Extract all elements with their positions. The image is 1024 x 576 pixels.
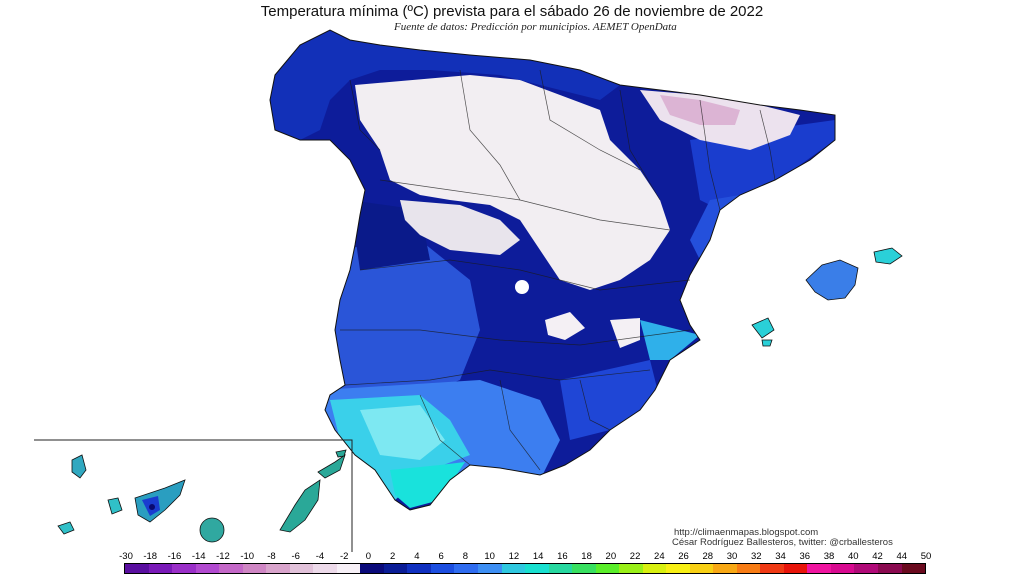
scale-swatch [642, 564, 667, 573]
scale-tick-label: -14 [191, 551, 206, 562]
balearic-islands [751, 247, 903, 347]
scale-tick-label: 44 [896, 551, 908, 562]
scale-swatch [172, 564, 196, 573]
scale-tick-label: -30 [119, 551, 133, 562]
scale-tick-label: 24 [654, 551, 665, 562]
credit-author: César Rodríguez Ballesteros, twitter: @c… [672, 537, 893, 548]
scale-swatch [289, 564, 314, 573]
scale-swatch [878, 564, 902, 573]
scale-swatch [242, 564, 267, 573]
scale-swatch [336, 564, 361, 573]
scale-swatch [713, 564, 737, 573]
scale-swatch [572, 564, 596, 573]
scale-swatch [454, 564, 478, 573]
scale-tick-label: 10 [484, 551, 495, 562]
scale-tick-label: -2 [339, 551, 349, 562]
scale-tick-label: 36 [799, 551, 811, 562]
scale-swatch [219, 564, 243, 573]
scale-tick-label: -6 [291, 551, 300, 562]
credit-url: http://climaenmapas.blogspot.com [674, 527, 819, 538]
scale-tick-label: -16 [167, 551, 182, 562]
scale-tick-label: 38 [823, 551, 835, 562]
scale-tick-label: 50 [920, 551, 932, 562]
scale-tick-label: 16 [557, 551, 568, 562]
scale-tick-label: 6 [438, 551, 444, 562]
scale-swatch [313, 564, 337, 573]
scale-swatch [783, 564, 808, 573]
scale-tick-label: 30 [726, 551, 738, 562]
scale-tick-label: 34 [775, 551, 786, 562]
scale-swatch [477, 564, 502, 573]
scale-swatch [595, 564, 620, 573]
scale-swatch [619, 564, 643, 573]
scale-tick-label: 12 [508, 551, 520, 562]
map-subtitle: Fuente de datos: Predicción por municipi… [394, 21, 677, 33]
scale-swatch [830, 564, 855, 573]
scale-tick-label: 40 [847, 551, 859, 562]
scale-tick-label: 28 [702, 551, 714, 562]
canary-islands-inset [34, 439, 353, 552]
scale-tick-label: 42 [872, 551, 883, 562]
scale-swatch [148, 564, 173, 573]
mainland-spain [269, 29, 836, 511]
scale-swatch [736, 564, 761, 573]
scale-swatch [807, 564, 831, 573]
scale-tick-label: -4 [315, 551, 325, 562]
scale-swatch [854, 564, 878, 573]
scale-swatch [689, 564, 714, 573]
scale-color-bar [124, 563, 926, 574]
scale-swatch [501, 564, 526, 573]
scale-tick-label: 2 [390, 551, 396, 562]
scale-tick-label: 20 [605, 551, 617, 562]
scale-swatch [383, 564, 408, 573]
scale-tick-label: -10 [240, 551, 255, 562]
scale-swatch [360, 564, 384, 573]
scale-swatch [525, 564, 549, 573]
map-title: Temperatura mínima (ºC) prevista para el… [260, 3, 764, 20]
scale-tick-label: 26 [678, 551, 689, 562]
scale-swatch [407, 564, 431, 573]
scale-tick-label: 32 [751, 551, 762, 562]
scale-swatch [430, 564, 455, 573]
scale-tick-label: 0 [365, 551, 372, 562]
scale-tick-label: -8 [267, 551, 276, 562]
scale-swatch [548, 564, 573, 573]
scale-tick-label: 22 [629, 551, 641, 562]
scale-tick-label: 8 [462, 551, 469, 562]
scale-swatch [266, 564, 290, 573]
scale-tick-label: -18 [143, 551, 158, 562]
scale-swatch [125, 564, 149, 573]
scale-tick-label: 14 [532, 551, 544, 562]
scale-tick-label: -12 [216, 551, 230, 562]
scale-swatch [195, 564, 220, 573]
scale-tick-label: 18 [581, 551, 592, 562]
scale-swatch [760, 564, 784, 573]
scale-swatch [666, 564, 690, 573]
scale-swatch [901, 564, 926, 573]
scale-tick-label: 4 [414, 551, 420, 562]
